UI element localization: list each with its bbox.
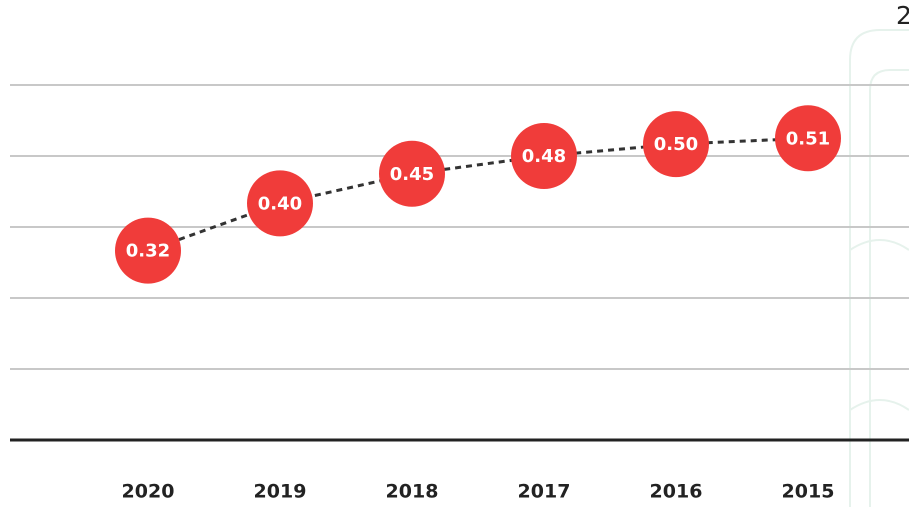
data-point bbox=[775, 105, 841, 172]
chart-title: نسبة الزواج إلى إجمالي السكان من عام 201… bbox=[896, 1, 909, 31]
value-label: 0.40 bbox=[258, 193, 302, 214]
data-point bbox=[247, 170, 313, 237]
x-tick-label: 2015 bbox=[782, 481, 835, 503]
data-point bbox=[115, 217, 181, 284]
data-point bbox=[511, 123, 577, 189]
data-point bbox=[643, 111, 709, 178]
x-tick-label: 2019 bbox=[254, 481, 307, 503]
x-tick-label: 2016 bbox=[650, 481, 703, 503]
x-tick-label: 2018 bbox=[386, 481, 439, 503]
value-label: 0.32 bbox=[126, 241, 170, 262]
value-label: 0.50 bbox=[654, 134, 698, 155]
value-label: 0.45 bbox=[390, 164, 434, 185]
data-point bbox=[379, 140, 445, 207]
x-tick-label: 2020 bbox=[122, 481, 175, 503]
background-decoration bbox=[849, 29, 909, 507]
x-tick-label: 2017 bbox=[518, 481, 571, 503]
value-label: 0.48 bbox=[522, 146, 566, 167]
value-label: 0.51 bbox=[786, 128, 830, 149]
